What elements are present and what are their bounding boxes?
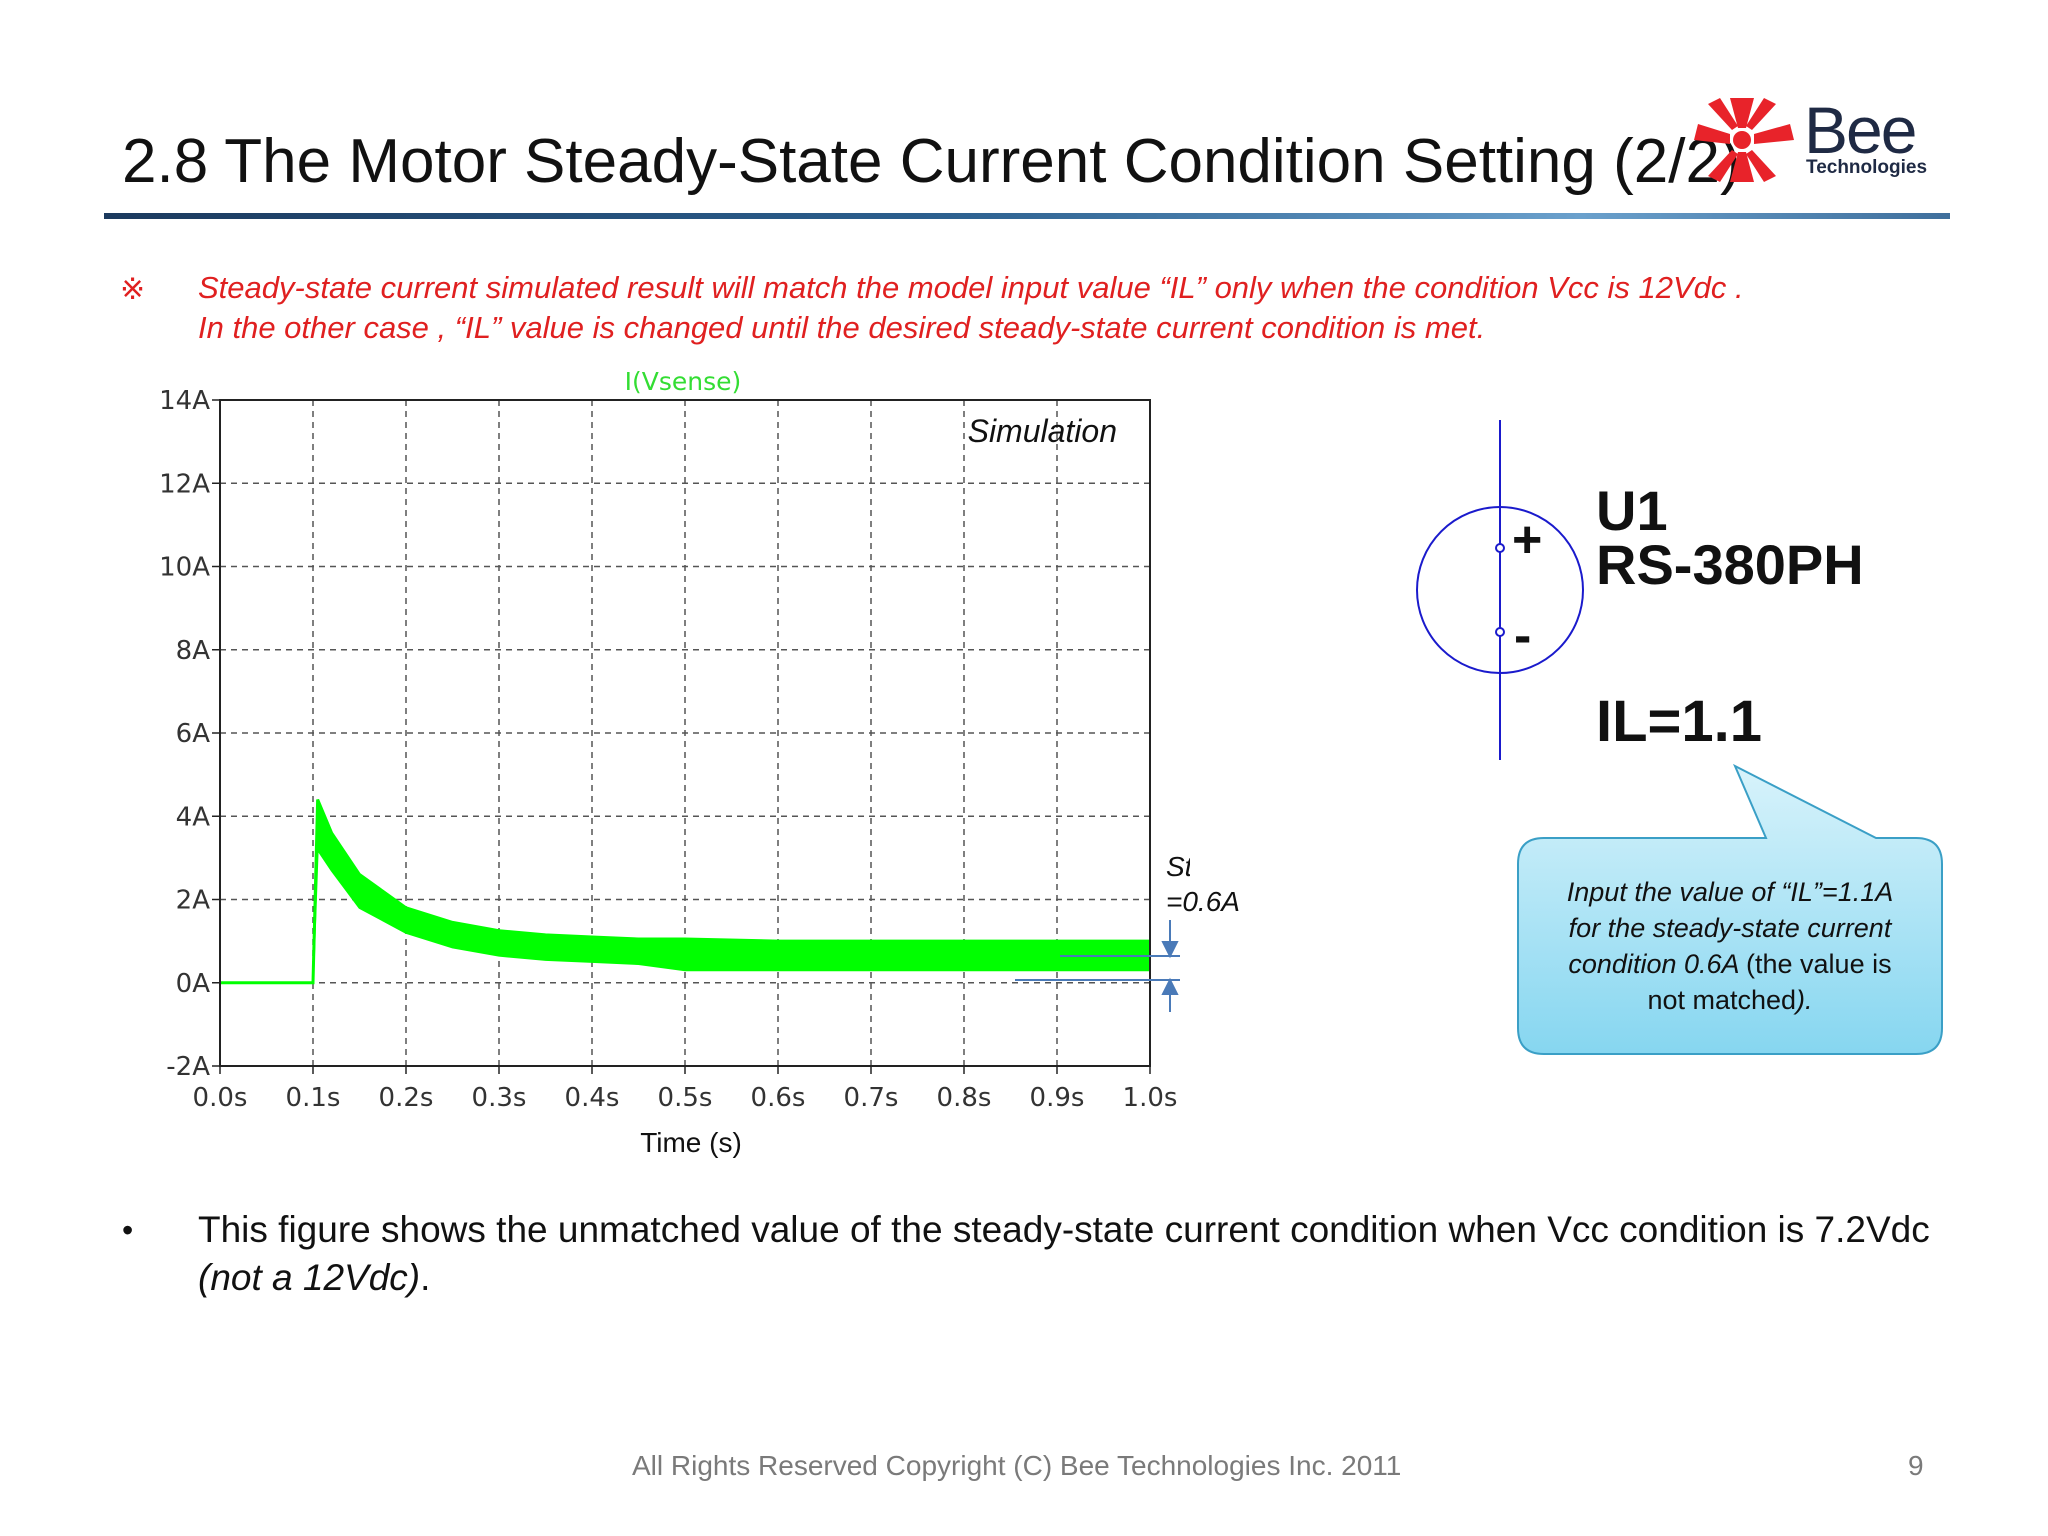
simulation-label: Simulation: [968, 413, 1117, 449]
title-divider: [104, 213, 1950, 219]
current-waveform-chart: 0.0s 0.1s 0.2s 0.3s 0.4s 0.5s 0.6s 0.7s 0.8s 0.9s…: [130, 360, 1419, 1160]
note-line-1: Steady-state current simulated result wi…: [198, 270, 1744, 305]
x-tick-label: 0.5s: [658, 1083, 713, 1113]
note-text: Steady-state current simulated result wi…: [198, 268, 1948, 348]
callout-shape: [1517, 763, 1943, 1055]
bullet-marker: •: [122, 1212, 134, 1248]
footer-copyright: All Rights Reserved Copyright (C) Bee Te…: [632, 1450, 1402, 1481]
x-tick-label: 0.0s: [193, 1083, 248, 1113]
page-number: 9: [1908, 1450, 1924, 1481]
bullet-text: This figure shows the unmatched value of…: [198, 1209, 1930, 1298]
x-tick-label: 0.7s: [844, 1083, 899, 1113]
component-reference: U1: [1596, 479, 1668, 542]
x-tick-label: 0.4s: [565, 1083, 620, 1113]
plot-frame: [219, 399, 1151, 1067]
note-reference-mark: ※: [120, 273, 146, 306]
component-parameter: IL=1.1: [1596, 689, 1763, 754]
steady-state-annotation-line-1: Steady-state current: [1166, 851, 1190, 882]
y-tick-label: 14A: [159, 386, 210, 416]
motor-symbol: + - U1 RS-380PH IL=1.1: [1400, 420, 1960, 770]
bee-starburst-icon: [1694, 98, 1794, 182]
motor-circle-icon: [1416, 420, 1584, 760]
company-logo: Bee Technologies: [1690, 90, 1950, 190]
callout-bubble: [1510, 760, 1950, 1080]
callout-line-2: for the steady-state current: [1568, 913, 1892, 943]
x-tick-label: 0.1s: [286, 1083, 341, 1113]
logo-subtitle: Technologies: [1806, 157, 1928, 178]
plus-terminal-label: +: [1512, 511, 1543, 569]
steady-state-marker: [1015, 920, 1180, 1012]
x-tick-label: 0.3s: [472, 1083, 527, 1113]
chart-svg: 0.0s 0.1s 0.2s 0.3s 0.4s 0.5s 0.6s 0.7s 0.8s 0.9s…: [159, 367, 1419, 1158]
y-tick-label: 2A: [176, 886, 211, 916]
series-envelope: [220, 799, 1151, 984]
y-tick-label: 0A: [176, 969, 211, 999]
steady-state-annotation-line-2: =0.6A: [1166, 886, 1240, 917]
y-tick-label: 8A: [176, 636, 211, 666]
y-tick-label: 6A: [176, 719, 211, 749]
callout-line-1: Input the value of “IL”=1.1A: [1566, 877, 1894, 907]
callout-line-4: not matched).: [1647, 985, 1813, 1015]
x-tick-label: 0.8s: [937, 1083, 992, 1113]
logo-wordmark: Bee: [1804, 93, 1917, 167]
page-title: 2.8 The Motor Steady-State Current Condi…: [122, 127, 1741, 196]
callout-text: Input the value of “IL”=1.1A for the ste…: [1530, 874, 1930, 1018]
x-tick-label: 0.6s: [751, 1083, 806, 1113]
callout-line-3: condition 0.6A (the value is: [1568, 949, 1892, 979]
y-tick-label: 10A: [159, 553, 210, 583]
x-axis-label: Time (s): [640, 1127, 742, 1158]
x-tick-label: 0.2s: [379, 1083, 434, 1113]
trace-label: I(Vsense): [625, 367, 742, 396]
x-tick-label: 0.9s: [1030, 1083, 1085, 1113]
minus-terminal-label: -: [1514, 607, 1532, 665]
y-tick-label: 12A: [159, 469, 210, 499]
series-line: [220, 799, 1150, 985]
component-part-number: RS-380PH: [1596, 533, 1864, 596]
note-line-2: In the other case , “IL” value is change…: [198, 310, 1486, 345]
y-tick-label: -2A: [166, 1052, 210, 1082]
x-tick-label: 1.0s: [1123, 1083, 1178, 1113]
y-tick-label: 4A: [176, 802, 211, 832]
